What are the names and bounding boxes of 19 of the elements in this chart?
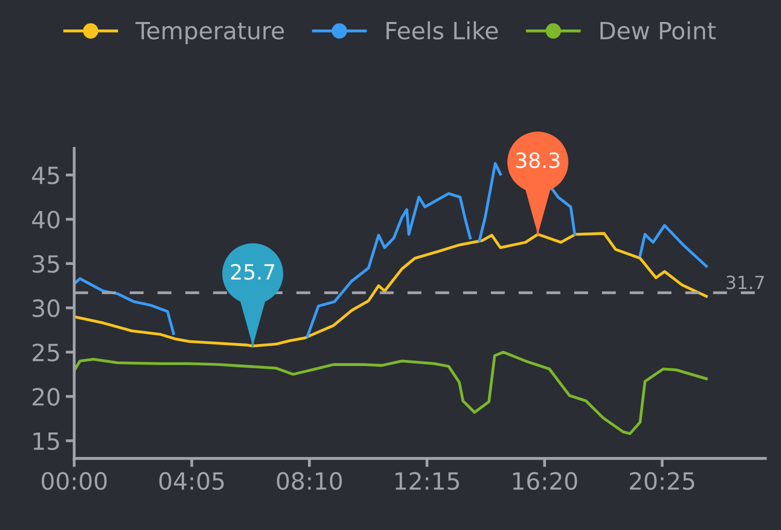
- y-tick-label: 20: [32, 388, 60, 406]
- y-tick-label: 35: [32, 255, 59, 273]
- x-tick-label: 12:15: [396, 472, 459, 490]
- y-tick-label: 45: [32, 166, 59, 184]
- y-tick-label: 30: [32, 299, 60, 318]
- annotation: 25.7: [231, 264, 274, 280]
- y-tick-label: 40: [32, 210, 60, 229]
- x-tick-label: 20:25: [630, 472, 694, 490]
- legend-label: Dew Point: [600, 21, 716, 40]
- legend-label: Feels Like: [386, 21, 498, 40]
- x-tick-label: 04:05: [159, 472, 224, 490]
- y-tick-label: 25: [32, 344, 59, 362]
- ref-line-label: 31.7: [726, 276, 764, 290]
- legend-label: Temperature: [135, 22, 284, 44]
- x-tick-label: 16:20: [513, 472, 578, 490]
- x-tick-label: 08:10: [276, 472, 342, 490]
- x-tick-label: 00:00: [42, 472, 107, 490]
- annotation: 38.3: [516, 152, 560, 168]
- y-tick-label: 15: [34, 432, 59, 450]
